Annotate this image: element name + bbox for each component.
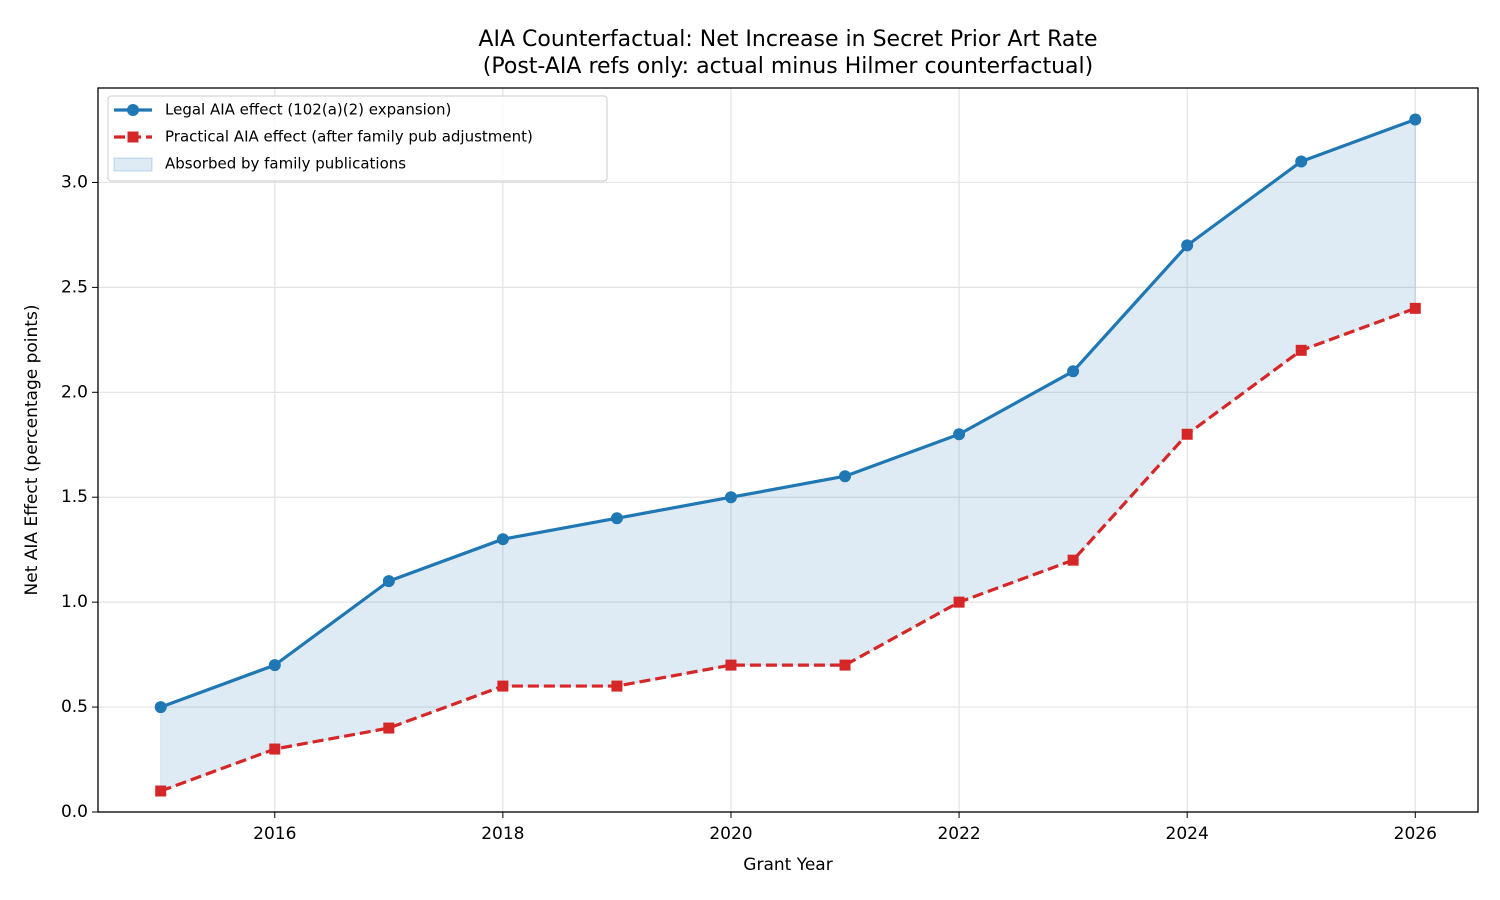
legend-marker (128, 132, 139, 143)
marker (1409, 113, 1421, 125)
y-tick-label: 2.5 (61, 277, 88, 297)
marker (611, 681, 622, 692)
x-tick-label: 2018 (481, 824, 524, 844)
y-tick-label: 0.5 (61, 697, 88, 717)
marker (954, 597, 965, 608)
marker (497, 681, 508, 692)
marker (1181, 239, 1193, 251)
chart-title: AIA Counterfactual: Net Increase in Secr… (478, 27, 1097, 52)
legend-swatch (114, 158, 152, 171)
y-tick-label: 3.0 (61, 172, 88, 192)
y-axis-label: Net AIA Effect (percentage points) (22, 305, 42, 596)
y-tick-label: 2.0 (61, 382, 88, 402)
marker (155, 701, 167, 713)
marker (953, 428, 965, 440)
marker (725, 660, 736, 671)
marker (269, 659, 281, 671)
marker (383, 575, 395, 587)
marker (1410, 303, 1421, 314)
marker (725, 491, 737, 503)
marker (269, 744, 280, 755)
marker (611, 512, 623, 524)
x-tick-label: 2022 (937, 824, 980, 844)
y-tick-label: 1.5 (61, 487, 88, 507)
x-tick-label: 2026 (1394, 824, 1437, 844)
y-tick-label: 1.0 (61, 592, 88, 612)
x-tick-label: 2016 (253, 824, 296, 844)
x-axis-label: Grant Year (743, 855, 832, 875)
marker (497, 533, 509, 545)
y-tick-label: 0.0 (61, 802, 88, 822)
x-tick-label: 2020 (709, 824, 752, 844)
marker (1296, 345, 1307, 356)
marker (839, 470, 851, 482)
legend-marker (127, 104, 139, 116)
legend-label: Absorbed by family publications (165, 155, 406, 173)
legend: Legal AIA effect (102(a)(2) expansion) Pr… (108, 96, 607, 181)
legend-label: Legal AIA effect (102(a)(2) expansion) (165, 101, 451, 119)
marker (1068, 555, 1079, 566)
marker (840, 660, 851, 671)
legend-label: Practical AIA effect (after family pub a… (165, 128, 533, 146)
marker (1295, 155, 1307, 167)
marker (1067, 365, 1079, 377)
marker (155, 786, 166, 797)
marker (383, 723, 394, 734)
chart-subtitle: (Post-AIA refs only: actual minus Hilmer… (483, 54, 1093, 79)
marker (1182, 429, 1193, 440)
x-tick-label: 2024 (1166, 824, 1209, 844)
